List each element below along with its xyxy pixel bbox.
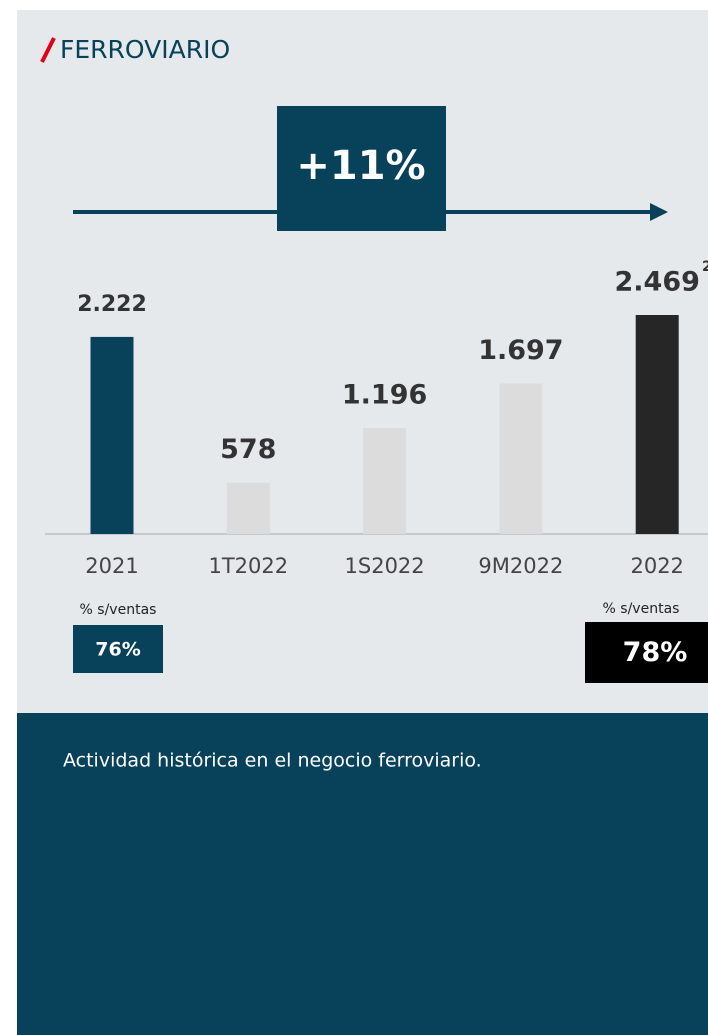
description-panel xyxy=(17,713,708,1035)
growth-box xyxy=(277,106,446,231)
footnote: 2 xyxy=(702,259,708,275)
title-slash xyxy=(40,37,56,63)
share-label: 78% xyxy=(623,637,688,668)
share-box xyxy=(585,622,708,683)
chart-title: FERROVIARIO xyxy=(60,35,230,64)
bar xyxy=(90,336,134,534)
bar xyxy=(226,482,270,534)
share-caption: % s/ventas xyxy=(80,602,157,618)
bar xyxy=(499,383,543,534)
category-label: 1T2022 xyxy=(208,554,288,578)
value-label: 2.222 xyxy=(77,292,147,317)
bar xyxy=(363,427,407,534)
share-caption: % s/ventas xyxy=(603,601,680,617)
growth-label: +11% xyxy=(296,143,425,189)
description: Actividad histórica en el negocio ferrov… xyxy=(63,750,482,772)
category-label: 2021 xyxy=(85,554,138,578)
value-label: 1.196 xyxy=(342,379,427,410)
value-label: 1.697 xyxy=(478,335,563,366)
bar xyxy=(635,315,679,534)
category-label: 9M2022 xyxy=(478,554,563,578)
category-label: 2022 xyxy=(630,554,683,578)
arrow-head xyxy=(650,203,668,221)
value-label: 2.469 xyxy=(614,267,699,298)
value-label: 578 xyxy=(220,434,276,465)
category-label: 1S2022 xyxy=(345,554,425,578)
share-label: 76% xyxy=(95,639,140,661)
share-box xyxy=(73,625,163,673)
